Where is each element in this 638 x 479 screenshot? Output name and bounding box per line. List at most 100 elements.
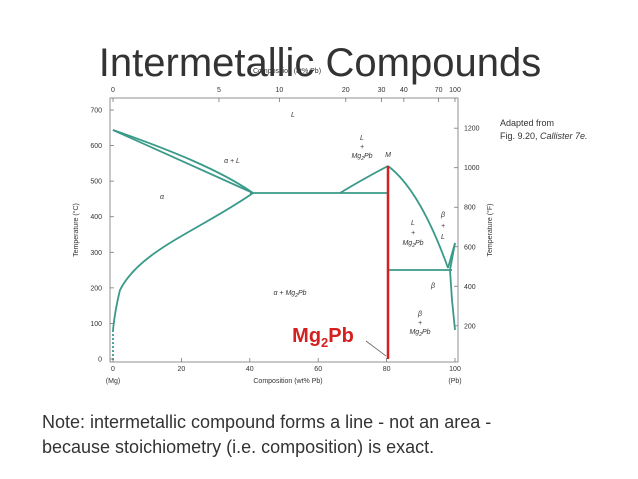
x-axis-label: Composition (wt% Pb) bbox=[253, 378, 322, 385]
region-label: α bbox=[160, 194, 165, 201]
ticks: 0 20 40 60 80 1000 5 10 20 30 40 70 1000100200300400… bbox=[90, 87, 479, 373]
left-end-label: (Mg) bbox=[106, 378, 120, 385]
region-label: L bbox=[291, 112, 295, 119]
y-tick-label: 400 bbox=[90, 214, 102, 221]
region-label: L bbox=[441, 234, 445, 241]
region-label: α + Mg2Pb bbox=[273, 290, 306, 299]
region-part: 2 bbox=[418, 332, 422, 338]
region-part: α + L bbox=[224, 158, 240, 165]
y2-tick-label: 1200 bbox=[464, 126, 480, 133]
region-part: β bbox=[440, 212, 445, 219]
region-part: Pb bbox=[298, 290, 307, 297]
x-tick-label: 100 bbox=[449, 366, 461, 373]
top-tick-label: 40 bbox=[400, 87, 408, 94]
y2-tick-label: 200 bbox=[464, 323, 476, 330]
credit-line: Fig. 9.20, Callister 7e. bbox=[500, 131, 588, 141]
y-tick-label: 500 bbox=[90, 179, 102, 186]
right-end-label: (Pb) bbox=[448, 378, 461, 385]
region-part: Mg bbox=[351, 153, 361, 160]
region-label: β bbox=[417, 311, 422, 318]
region-part: Pb bbox=[364, 153, 373, 160]
label-part: Mg bbox=[292, 325, 321, 347]
y2-tick-label: 1000 bbox=[464, 165, 480, 172]
liquidus-mg2pb-left bbox=[339, 165, 389, 194]
region-part: β bbox=[430, 283, 435, 290]
region-label: + bbox=[418, 320, 422, 327]
y-tick-label: 0 bbox=[98, 357, 102, 364]
solidus-alpha bbox=[112, 129, 254, 194]
y-tick-label: 200 bbox=[90, 285, 102, 292]
region-part: M bbox=[385, 152, 391, 159]
region-part: L bbox=[360, 135, 364, 142]
credit-line: Adapted from bbox=[500, 118, 554, 128]
region-part: Pb bbox=[422, 329, 431, 336]
top-tick-label: 5 bbox=[217, 87, 221, 94]
pointer-line bbox=[365, 340, 387, 357]
solvus-beta bbox=[449, 242, 456, 331]
y2-tick-label: 800 bbox=[464, 205, 476, 212]
region-label: α + L bbox=[224, 158, 240, 165]
region-label: + bbox=[360, 144, 364, 151]
y-tick-label: 700 bbox=[90, 108, 102, 115]
region-part: 2 bbox=[360, 156, 364, 162]
region-label: L bbox=[411, 220, 415, 227]
right-axis-label: Temperature (°F) bbox=[486, 204, 494, 257]
region-part: α bbox=[160, 194, 165, 201]
region-label: L bbox=[360, 135, 364, 142]
region-part: + bbox=[360, 144, 364, 151]
x-tick-label: 40 bbox=[246, 366, 254, 373]
top-axis-label: Composition (at% Pb) bbox=[253, 68, 321, 75]
region-label: + bbox=[441, 223, 445, 230]
top-tick-label: 100 bbox=[449, 87, 461, 94]
y-tick-label: 600 bbox=[90, 143, 102, 150]
compound-label: Mg2Pb bbox=[292, 325, 354, 350]
credit-part: Callister 7e. bbox=[540, 131, 588, 141]
note-line: Note: intermetallic compound forms a lin… bbox=[42, 412, 491, 432]
solvus-alpha bbox=[112, 192, 254, 331]
top-tick-label: 20 bbox=[342, 87, 350, 94]
region-part: Pb bbox=[415, 240, 424, 247]
region-label: Mg2Pb bbox=[402, 240, 423, 249]
top-tick-label: 70 bbox=[435, 87, 443, 94]
credit-part: Fig. 9.20, bbox=[500, 131, 540, 141]
x-tick-label: 20 bbox=[178, 366, 186, 373]
y-tick-label: 300 bbox=[90, 250, 102, 257]
liquidus-mg2pb-right bbox=[387, 165, 449, 269]
region-part: + bbox=[418, 320, 422, 327]
note-line: because stoichiometry (i.e. composition)… bbox=[42, 437, 434, 457]
region-part: L bbox=[411, 220, 415, 227]
region-label: Mg2Pb bbox=[409, 329, 430, 338]
top-tick-label: 30 bbox=[378, 87, 386, 94]
region-label: β bbox=[430, 283, 435, 290]
plot-frame bbox=[109, 97, 459, 363]
region-part: β bbox=[417, 311, 422, 318]
x-tick-label: 80 bbox=[383, 366, 391, 373]
region-part: + bbox=[441, 223, 445, 230]
region-part: Mg bbox=[402, 240, 412, 247]
label-part: Pb bbox=[328, 325, 354, 347]
region-label: M bbox=[385, 152, 391, 159]
liquidus-alpha bbox=[112, 129, 254, 194]
region-part: L bbox=[291, 112, 295, 119]
region-part: 2 bbox=[411, 243, 415, 249]
top-tick-label: 10 bbox=[275, 87, 283, 94]
y2-tick-label: 600 bbox=[464, 244, 476, 251]
y-tick-label: 100 bbox=[90, 321, 102, 328]
region-part: Mg bbox=[409, 329, 419, 336]
x-tick-label: 60 bbox=[314, 366, 322, 373]
region-part: + bbox=[411, 230, 415, 237]
region-label: Mg2Pb bbox=[351, 153, 372, 162]
y2-tick-label: 400 bbox=[464, 284, 476, 291]
region-label: β bbox=[440, 212, 445, 219]
label-sub: 2 bbox=[321, 335, 328, 350]
region-part: α + Mg bbox=[273, 290, 295, 297]
slide-title: Intermetallic Compounds bbox=[99, 41, 541, 85]
top-tick-label: 0 bbox=[111, 87, 115, 94]
x-tick-label: 0 bbox=[111, 366, 115, 373]
left-axis-label: Temperature (°C) bbox=[72, 203, 80, 257]
region-part: 2 bbox=[294, 293, 298, 299]
phase-boundaries bbox=[112, 129, 456, 360]
